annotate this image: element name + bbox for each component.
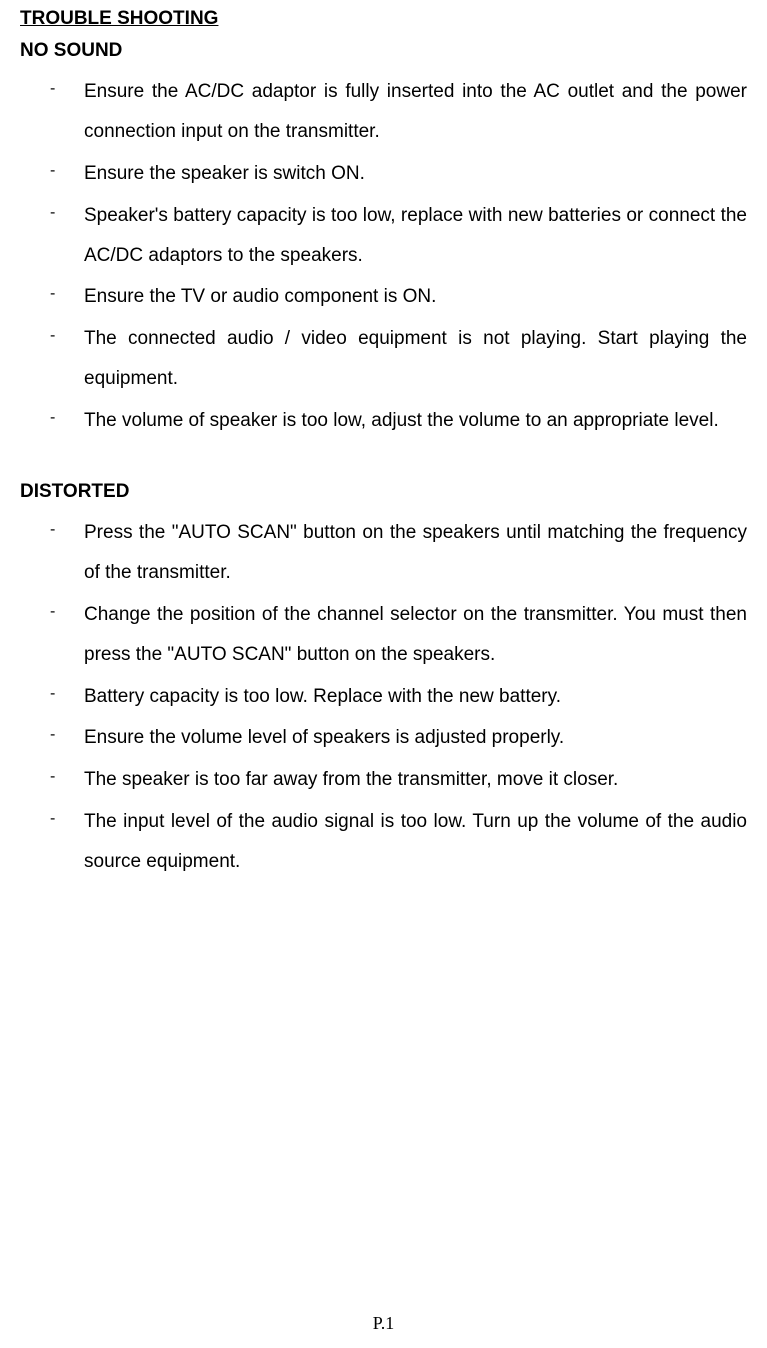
list-item: Press the "AUTO SCAN" button on the spea…: [84, 513, 747, 593]
list-item: Change the position of the channel selec…: [84, 595, 747, 675]
list-item: Ensure the AC/DC adaptor is fully insert…: [84, 72, 747, 152]
section-heading-distorted: DISTORTED: [20, 481, 747, 503]
list-item: The connected audio / video equipment is…: [84, 319, 747, 399]
list-item: Ensure the speaker is switch ON.: [84, 154, 747, 194]
section-heading-no-sound: NO SOUND: [20, 40, 747, 62]
bullet-list-no-sound: Ensure the AC/DC adaptor is fully insert…: [20, 72, 747, 441]
list-item: Battery capacity is too low. Replace wit…: [84, 677, 747, 717]
document-title: TROUBLE SHOOTING: [20, 8, 747, 30]
bullet-list-distorted: Press the "AUTO SCAN" button on the spea…: [20, 513, 747, 882]
list-item: Speaker's battery capacity is too low, r…: [84, 196, 747, 276]
page-number: P.1: [0, 1313, 767, 1334]
list-item: The input level of the audio signal is t…: [84, 802, 747, 882]
list-item: The speaker is too far away from the tra…: [84, 760, 747, 800]
list-item: Ensure the TV or audio component is ON.: [84, 277, 747, 317]
list-item: Ensure the volume level of speakers is a…: [84, 718, 747, 758]
list-item: The volume of speaker is too low, adjust…: [84, 401, 747, 441]
